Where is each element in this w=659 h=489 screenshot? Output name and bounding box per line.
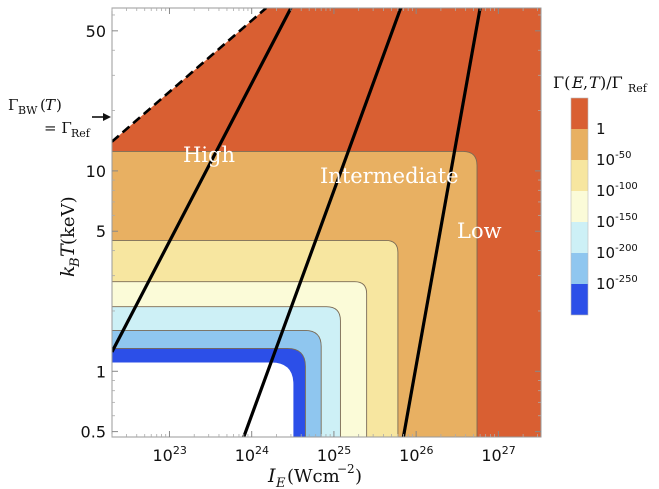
region-label-low: Low [457,219,502,243]
line-low-right [401,8,482,437]
colorbar-label: 10-250 [596,274,638,293]
colorbar-swatch [571,191,588,222]
svg-text:E: E [571,73,584,92]
svg-text:T: T [45,96,56,114]
svg-text:)/Γ: )/Γ [600,73,623,92]
y-axis-title: k B T (keV) [57,196,83,277]
colorbar-label: 10-150 [596,212,638,231]
region-white [112,362,294,437]
bw-annotation: Γ BW ( T ) = Γ Ref [8,96,111,140]
svg-text:(: ( [40,96,46,114]
svg-text:): ) [355,466,362,487]
svg-text:k: k [57,265,79,277]
svg-text:B: B [68,257,83,268]
y-tick-label: 10 [86,162,106,181]
colorbar-swatch [571,222,588,253]
x-tick-label: 1023 [152,444,186,465]
x-axis-title: I E (Wcm −2 ) [267,462,362,489]
colorbar-swatch [571,284,588,315]
arrow-icon [92,113,111,121]
svg-text:= Γ: = Γ [44,119,72,137]
colorbar-swatches [570,97,589,316]
colorbar-label: 1 [596,120,606,138]
colorbar-swatch [571,160,588,191]
svg-text:,: , [583,73,588,92]
svg-text:(keV): (keV) [58,196,79,245]
y-tick-label: 0.5 [81,423,106,442]
svg-text:T: T [57,243,79,257]
plot-frame [111,7,542,438]
colorbar-title: Γ( E , T )/Γ Ref [553,73,648,95]
colorbar-swatch [571,129,588,160]
colorbar-label: 10-100 [596,181,638,200]
region-label-high: High [183,143,235,167]
x-tick-label: 1025 [317,444,351,465]
x-tick-label: 1027 [481,444,515,465]
region-above-bw [112,8,267,142]
y-tick-label: 5 [96,222,106,241]
y-tick-label: 50 [86,22,106,41]
svg-text:Γ: Γ [8,96,18,114]
line-intermediate-low [242,8,403,437]
axis-ticks: 1023 1024 1025 1026 1027 50 10 5 1 0.5 [81,8,541,465]
colorbar-label: 10-50 [596,150,631,169]
colorbar: Γ( E , T )/Γ Ref 1 10-50 10-100 10-150 10-20… [553,73,648,316]
plot-area [112,8,541,437]
svg-text:Γ(: Γ( [553,73,570,92]
svg-text:−2: −2 [337,462,355,476]
svg-text:E: E [275,476,286,489]
x-tick-label: 1026 [399,444,433,465]
svg-text:Ref: Ref [71,127,91,140]
colorbar-frame [570,97,589,316]
line-barrier-suppression-dashed [112,8,268,143]
svg-text:I: I [267,465,276,487]
svg-text:T: T [589,73,601,92]
line-high-intermediate [112,8,293,353]
svg-text:Ref: Ref [628,82,648,95]
region-label-intermediate: Intermediate [320,164,459,188]
colorbar-label: 10-200 [596,243,638,262]
colorbar-swatch [571,253,588,284]
colorbar-swatch [571,98,588,129]
colorbar-labels: 1 10-50 10-100 10-150 10-200 10-250 [596,120,638,293]
y-tick-label: 1 [96,362,106,381]
boundary-lines [112,8,482,437]
svg-text:): ) [56,96,62,114]
svg-text:BW: BW [18,104,38,117]
svg-text:(Wcm: (Wcm [287,466,340,487]
x-tick-label: 1024 [235,444,269,465]
